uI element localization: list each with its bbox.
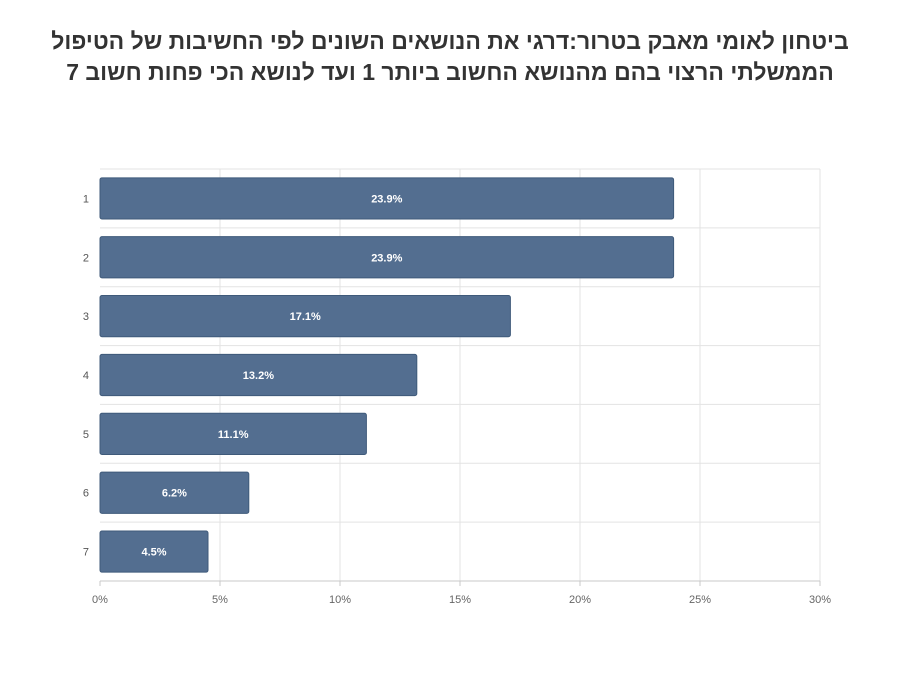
data-label: 23.9% [371, 193, 402, 205]
x-tick-label: 15% [449, 594, 471, 606]
data-label: 6.2% [162, 488, 187, 500]
x-tick-label: 0% [92, 594, 108, 606]
bar [99, 295, 511, 338]
category-label: 6 [83, 488, 89, 500]
x-tick-label: 25% [689, 594, 711, 606]
chart-title: ביטחון לאומי מאבק בטרור:דרגי את הנושאים … [51, 28, 849, 85]
data-label: 4.5% [141, 547, 166, 559]
bar [99, 471, 250, 514]
data-label: 13.2% [243, 370, 274, 382]
data-label: 23.9% [371, 252, 402, 264]
x-tick-label: 10% [329, 594, 351, 606]
data-label: 17.1% [290, 311, 321, 323]
bar [99, 177, 675, 220]
bar [99, 530, 209, 573]
category-label: 2 [83, 252, 89, 264]
x-tick-label: 5% [212, 594, 228, 606]
x-tick-label: 30% [809, 594, 831, 606]
bar [99, 236, 675, 279]
bar [99, 412, 367, 455]
x-tick-label: 20% [569, 594, 591, 606]
data-label: 11.1% [218, 429, 249, 441]
category-label: 3 [83, 311, 89, 323]
category-label: 4 [83, 370, 89, 382]
axis-layer: 0% 5% 10% 15% 20% 25% 30% 1 2 3 4 5 6 7 [83, 193, 831, 606]
category-label: 7 [83, 547, 89, 559]
category-label: 1 [83, 193, 89, 205]
category-label: 5 [83, 429, 89, 441]
bar [99, 353, 418, 397]
bar-layer: 23.9% 23.9% 17.1% 13.2% 11.1% 6.2% 4.5% [99, 177, 675, 573]
